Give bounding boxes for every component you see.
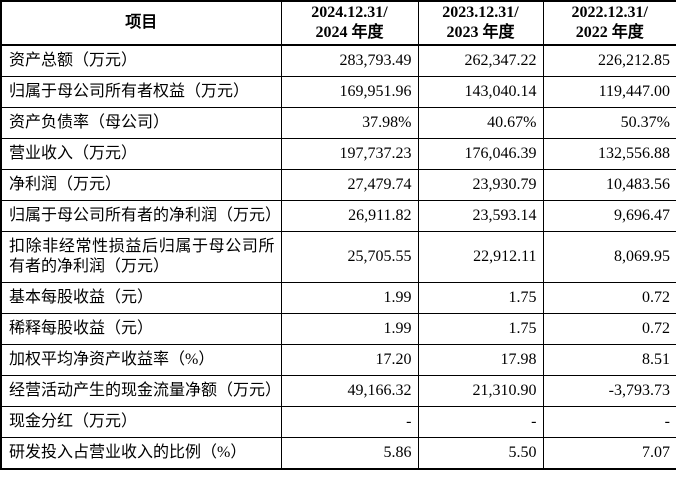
row-label: 加权平均净资产收益率（%） (0, 344, 282, 376)
row-label: 净利润（万元） (0, 169, 282, 201)
header-period-2023-date: 2023.12.31/ (442, 4, 519, 21)
row-value: 23,593.14 (417, 200, 544, 232)
row-value: 0.72 (542, 313, 676, 345)
row-value: - (542, 406, 676, 438)
row-value: 1.99 (280, 282, 419, 314)
row-value: 26,911.82 (280, 200, 419, 232)
row-value: 9,696.47 (542, 200, 676, 232)
table-row: 归属于母公司所有者权益（万元） 169,951.96 143,040.14 11… (0, 76, 676, 108)
row-value: 7.07 (542, 437, 676, 470)
row-label: 资产负债率（母公司） (0, 107, 282, 139)
header-period-2022: 2022.12.31/ 2022 年度 (542, 0, 676, 46)
row-value: 169,951.96 (280, 76, 419, 108)
table-row: 资产总额（万元） 283,793.49 262,347.22 226,212.8… (0, 44, 676, 77)
row-label: 营业收入（万元） (0, 138, 282, 170)
row-value: 132,556.88 (542, 138, 676, 170)
row-value: 10,483.56 (542, 169, 676, 201)
row-value: 8.51 (542, 344, 676, 376)
row-value: 143,040.14 (417, 76, 544, 108)
header-period-2024: 2024.12.31/ 2024 年度 (280, 0, 419, 46)
row-value: 1.75 (417, 313, 544, 345)
table-row: 现金分红（万元） - - - (0, 406, 676, 438)
row-label: 归属于母公司所有者权益（万元） (0, 76, 282, 108)
row-value: 22,912.11 (417, 231, 544, 283)
header-period-2023-year: 2023 年度 (446, 24, 515, 41)
row-value: 197,737.23 (280, 138, 419, 170)
header-period-2024-date: 2024.12.31/ (311, 4, 388, 21)
header-item-label: 项目 (125, 14, 158, 31)
row-value: -3,793.73 (542, 375, 676, 407)
row-value: 8,069.95 (542, 231, 676, 283)
row-value: 262,347.22 (417, 44, 544, 77)
row-value: 283,793.49 (280, 44, 419, 77)
row-label: 扣除非经常性损益后归属于母公司所有者的净利润（万元） (0, 231, 282, 283)
header-period-2022-year: 2022 年度 (575, 24, 644, 41)
row-value: 1.99 (280, 313, 419, 345)
row-value: 23,930.79 (417, 169, 544, 201)
row-value: 0.72 (542, 282, 676, 314)
row-label: 资产总额（万元） (0, 44, 282, 77)
row-value: 17.20 (280, 344, 419, 376)
financial-indicators-table: 项目 2024.12.31/ 2024 年度 2023.12.31/ 2023 … (0, 0, 676, 470)
row-value: 49,166.32 (280, 375, 419, 407)
row-value: - (417, 406, 544, 438)
table-row: 扣除非经常性损益后归属于母公司所有者的净利润（万元） 25,705.55 22,… (0, 231, 676, 283)
row-value: 17.98 (417, 344, 544, 376)
table-row: 经营活动产生的现金流量净额（万元） 49,166.32 21,310.90 -3… (0, 375, 676, 407)
row-value: 119,447.00 (542, 76, 676, 108)
row-label: 经营活动产生的现金流量净额（万元） (0, 375, 282, 407)
table-row: 资产负债率（母公司） 37.98% 40.67% 50.37% (0, 107, 676, 139)
header-item: 项目 (0, 0, 282, 46)
table-row: 营业收入（万元） 197,737.23 176,046.39 132,556.8… (0, 138, 676, 170)
row-label: 研发投入占营业收入的比例（%） (0, 437, 282, 470)
row-value: 176,046.39 (417, 138, 544, 170)
row-value: 5.50 (417, 437, 544, 470)
row-value: 25,705.55 (280, 231, 419, 283)
table-header-row: 项目 2024.12.31/ 2024 年度 2023.12.31/ 2023 … (0, 0, 676, 46)
table-row: 归属于母公司所有者的净利润（万元） 26,911.82 23,593.14 9,… (0, 200, 676, 232)
table-row: 研发投入占营业收入的比例（%） 5.86 5.50 7.07 (0, 437, 676, 470)
row-value: 50.37% (542, 107, 676, 139)
row-value: 1.75 (417, 282, 544, 314)
row-label: 稀释每股收益（元） (0, 313, 282, 345)
row-label: 基本每股收益（元） (0, 282, 282, 314)
table-row: 净利润（万元） 27,479.74 23,930.79 10,483.56 (0, 169, 676, 201)
header-period-2022-date: 2022.12.31/ (571, 4, 648, 21)
header-period-2023: 2023.12.31/ 2023 年度 (417, 0, 544, 46)
row-value: - (280, 406, 419, 438)
row-value: 27,479.74 (280, 169, 419, 201)
header-period-2024-year: 2024 年度 (315, 24, 384, 41)
table-row: 基本每股收益（元） 1.99 1.75 0.72 (0, 282, 676, 314)
row-label: 归属于母公司所有者的净利润（万元） (0, 200, 282, 232)
row-value: 5.86 (280, 437, 419, 470)
table-row: 加权平均净资产收益率（%） 17.20 17.98 8.51 (0, 344, 676, 376)
table-row: 稀释每股收益（元） 1.99 1.75 0.72 (0, 313, 676, 345)
row-value: 40.67% (417, 107, 544, 139)
row-label: 现金分红（万元） (0, 406, 282, 438)
row-value: 37.98% (280, 107, 419, 139)
row-value: 21,310.90 (417, 375, 544, 407)
row-value: 226,212.85 (542, 44, 676, 77)
